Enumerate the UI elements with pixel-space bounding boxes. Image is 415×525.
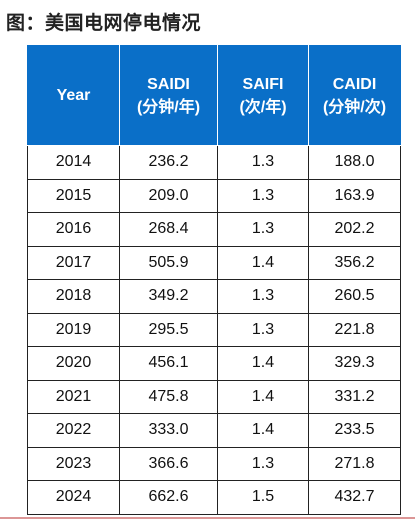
year-cell: 2017 <box>27 245 120 280</box>
saidi-cell: 456.1 <box>119 346 218 381</box>
saifi-cell: 1.4 <box>217 379 309 414</box>
table-row: 2018 349.2 1.3 260.5 <box>27 279 401 314</box>
table-row: 2019 295.5 1.3 221.8 <box>27 312 401 347</box>
caidi-cell: 233.5 <box>308 413 401 448</box>
saifi-cell: 1.5 <box>217 480 309 515</box>
table-body: 2014 236.2 1.3 188.0 2015 209.0 1.3 163.9 2016 26… <box>27 145 401 515</box>
caidi-cell: 331.2 <box>308 379 401 414</box>
header-caidi-unit: (分钟/次) <box>322 98 387 116</box>
year-cell: 2023 <box>27 446 120 481</box>
year-cell: 2022 <box>27 413 120 448</box>
saifi-cell: 1.3 <box>217 446 309 481</box>
caidi-cell: 221.8 <box>308 312 401 347</box>
header-saifi: SAIFI (次/年) <box>217 45 309 146</box>
header-row: Year SAIDI (分钟/年) SAIFI (次/年) CAIDI (分钟/… <box>27 45 401 146</box>
year-cell: 2014 <box>27 145 120 180</box>
table-row: 2017 505.9 1.4 356.2 <box>27 245 401 280</box>
year-cell: 2021 <box>27 379 120 414</box>
saidi-cell: 475.8 <box>119 379 218 414</box>
header-caidi-label: CAIDI <box>332 75 377 93</box>
saifi-cell: 1.3 <box>217 279 309 314</box>
caidi-cell: 329.3 <box>308 346 401 381</box>
header-saidi-unit: (分钟/年) <box>136 98 201 116</box>
saidi-cell: 505.9 <box>119 245 218 280</box>
saidi-cell: 268.4 <box>119 212 218 247</box>
header-saidi: SAIDI (分钟/年) <box>119 45 218 146</box>
table-row: 2022 333.0 1.4 233.5 <box>27 413 401 448</box>
saidi-cell: 236.2 <box>119 145 218 180</box>
year-cell: 2024 <box>27 480 120 515</box>
saidi-cell: 209.0 <box>119 178 218 213</box>
year-cell: 2015 <box>27 178 120 213</box>
year-cell: 2018 <box>27 279 120 314</box>
caidi-cell: 202.2 <box>308 212 401 247</box>
divider <box>0 517 415 519</box>
header-saidi-label: SAIDI <box>147 75 190 93</box>
saifi-cell: 1.4 <box>217 245 309 280</box>
caidi-cell: 432.7 <box>308 480 401 515</box>
outage-table: Year SAIDI (分钟/年) SAIFI (次/年) CAIDI (分钟/… <box>27 45 401 515</box>
year-cell: 2016 <box>27 212 120 247</box>
saidi-cell: 349.2 <box>119 279 218 314</box>
page-title: 图：美国电网停电情况 <box>6 12 202 34</box>
table-row: 2016 268.4 1.3 202.2 <box>27 212 401 247</box>
saidi-cell: 333.0 <box>119 413 218 448</box>
caidi-cell: 260.5 <box>308 279 401 314</box>
table-row: 2020 456.1 1.4 329.3 <box>27 346 401 381</box>
caidi-cell: 163.9 <box>308 178 401 213</box>
year-cell: 2019 <box>27 312 120 347</box>
saifi-cell: 1.3 <box>217 178 309 213</box>
caidi-cell: 271.8 <box>308 446 401 481</box>
year-cell: 2020 <box>27 346 120 381</box>
table-row: 2014 236.2 1.3 188.0 <box>27 145 401 180</box>
header-caidi: CAIDI (分钟/次) <box>308 45 401 146</box>
caidi-cell: 356.2 <box>308 245 401 280</box>
header-year: Year <box>27 45 120 146</box>
header-saifi-unit: (次/年) <box>239 98 287 116</box>
saifi-cell: 1.3 <box>217 212 309 247</box>
saidi-cell: 662.6 <box>119 480 218 515</box>
saifi-cell: 1.4 <box>217 413 309 448</box>
saifi-cell: 1.4 <box>217 346 309 381</box>
table-row: 2015 209.0 1.3 163.9 <box>27 178 401 213</box>
header-saifi-label: SAIFI <box>242 75 284 93</box>
saidi-cell: 366.6 <box>119 446 218 481</box>
table-row: 2024 662.6 1.5 432.7 <box>27 480 401 515</box>
saidi-cell: 295.5 <box>119 312 218 347</box>
header-year-label: Year <box>56 87 91 104</box>
saifi-cell: 1.3 <box>217 312 309 347</box>
table-row: 2021 475.8 1.4 331.2 <box>27 379 401 414</box>
table-row: 2023 366.6 1.3 271.8 <box>27 446 401 481</box>
saifi-cell: 1.3 <box>217 145 309 180</box>
caidi-cell: 188.0 <box>308 145 401 180</box>
